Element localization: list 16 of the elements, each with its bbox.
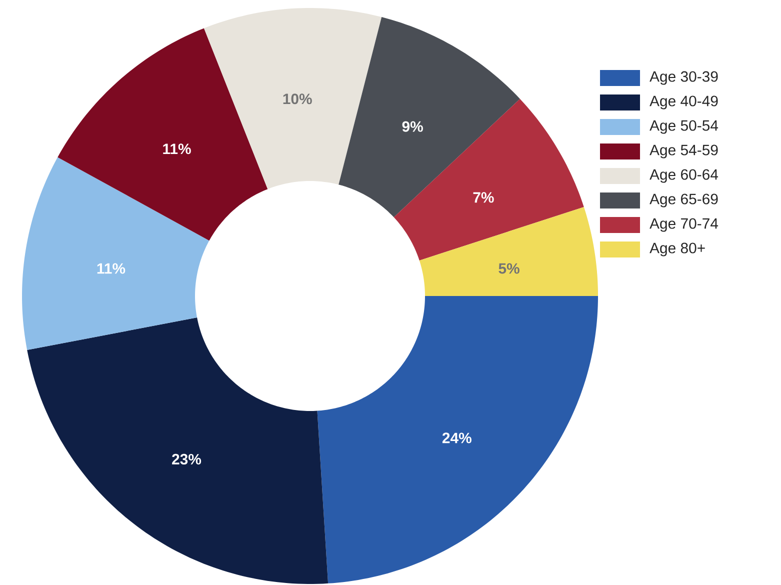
data-label: 23% <box>172 454 202 465</box>
data-label: 9% <box>402 121 423 132</box>
legend-label: Age 65-69 <box>650 194 718 208</box>
legend-label: Age 60-64 <box>650 169 718 183</box>
data-label: 7% <box>473 192 494 203</box>
legend-label: Age 70-74 <box>650 218 718 232</box>
data-label: 11% <box>163 144 191 154</box>
data-label: 11% <box>97 263 126 274</box>
legend-label: Age 54-59 <box>650 144 718 158</box>
data-label: 5% <box>498 263 520 274</box>
data-label: 10% <box>283 94 312 104</box>
legend-label: Age 50-54 <box>650 120 718 134</box>
legend-label: Age 30-39 <box>650 71 718 85</box>
legend-label: Age 40-49 <box>650 96 718 110</box>
data-label: 24% <box>442 432 472 444</box>
legend-label: Age 80+ <box>650 242 705 256</box>
